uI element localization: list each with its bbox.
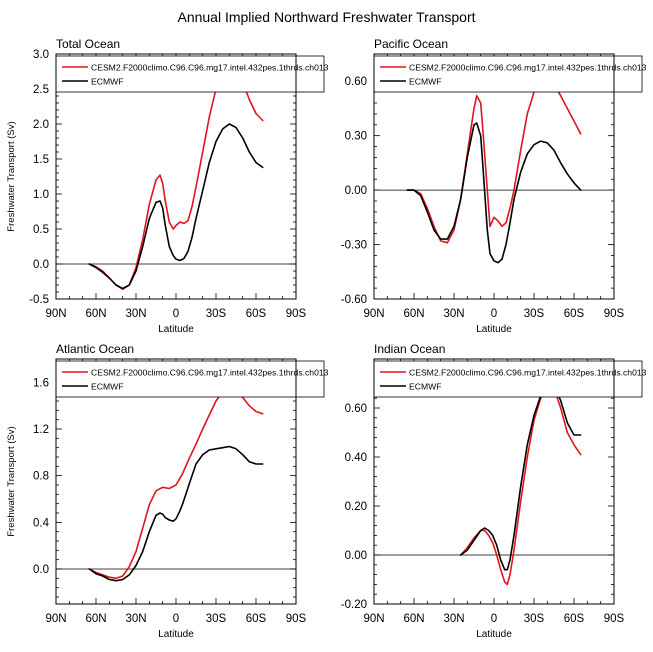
chart-panel-2: Pacific Ocean 90N 60N 30N 0 30S 60S 90S -0.60 -0.… [341, 37, 647, 335]
chart-panel-3: Atlantic Ocean 90N 60N 30N 0 30S 60S 90S 0.0 0.4 0… [6, 342, 329, 640]
legend-entry: ECMWF [91, 77, 123, 87]
x-tick-label: 60N [85, 613, 106, 625]
y-tick-label: 0.4 [33, 517, 50, 529]
legend-box [373, 55, 643, 93]
legend-box [373, 360, 643, 398]
plot-frame [373, 358, 615, 605]
x-tick-label: 90N [363, 308, 384, 320]
series-line-cesm2 [406, 80, 582, 244]
series-line-ecmwf [459, 382, 582, 571]
x-tick-label: 0 [173, 613, 179, 625]
series-line-cesm2 [88, 387, 264, 580]
y-tick-label: -0.60 [341, 294, 367, 306]
x-tick-label: 60S [246, 613, 267, 625]
legend-entry: CESM2.F2000climo.C96.C96.mg17.intel.432p… [409, 63, 647, 73]
series-line-cesm2 [88, 63, 264, 291]
x-tick-label: 90S [286, 613, 307, 625]
series-line-ecmwf [406, 122, 582, 264]
x-tick-label: 60N [403, 613, 424, 625]
x-tick-label: 60S [564, 613, 585, 625]
x-axis-label: Latitude [158, 629, 194, 640]
legend-entry: CESM2.F2000climo.C96.C96.mg17.intel.432p… [91, 368, 329, 378]
x-tick-label: 90N [45, 308, 66, 320]
panel-title: Atlantic Ocean [56, 342, 134, 356]
y-tick-label: 1.2 [33, 424, 49, 436]
y-tick-label: -0.5 [29, 294, 49, 306]
x-tick-label: 90S [604, 613, 625, 625]
x-tick-label: 30S [206, 613, 227, 625]
x-tick-label: 60S [564, 308, 585, 320]
x-tick-label: 30N [443, 613, 464, 625]
series-line-ecmwf [88, 445, 264, 582]
y-tick-label: -0.30 [341, 240, 367, 252]
x-tick-label: 30S [206, 308, 227, 320]
chart-panel-4: Indian Ocean 90N 60N 30N 0 30S 60S 90S -0.20 0.00… [341, 342, 647, 640]
x-tick-label: 0 [173, 308, 179, 320]
x-tick-label: 30N [125, 308, 146, 320]
figure-title: Annual Implied Northward Freshwater Tran… [177, 9, 475, 25]
legend-entry: ECMWF [409, 382, 441, 392]
x-tick-label: 30S [524, 308, 545, 320]
series-line-ecmwf [88, 123, 264, 290]
x-tick-label: 30N [443, 308, 464, 320]
y-tick-label: 0.60 [345, 76, 367, 88]
x-tick-label: 30S [524, 613, 545, 625]
x-tick-label: 60N [85, 308, 106, 320]
y-tick-label: 0.40 [345, 452, 367, 464]
x-tick-label: 90S [604, 308, 625, 320]
y-tick-label: 1.0 [33, 189, 49, 201]
legend-box [55, 55, 325, 93]
y-axis-label: Freshwater Transport (Sv) [6, 121, 17, 231]
y-tick-label: 2.0 [33, 119, 49, 131]
y-tick-label: 0.0 [33, 259, 49, 271]
y-tick-label: -0.20 [341, 599, 367, 611]
y-tick-label: 2.5 [33, 84, 49, 96]
plot-frame [55, 53, 297, 300]
panel-title: Total Ocean [56, 37, 120, 51]
plot-frame [55, 358, 297, 605]
y-tick-label: 0.60 [345, 403, 367, 415]
y-tick-label: 0.20 [345, 501, 367, 513]
x-tick-label: 60S [246, 308, 267, 320]
x-tick-label: 0 [491, 613, 497, 625]
y-tick-label: 0.8 [33, 471, 49, 483]
x-tick-label: 90S [286, 308, 307, 320]
panel-title: Indian Ocean [374, 342, 445, 356]
y-tick-label: 0.30 [345, 131, 367, 143]
x-tick-label: 60N [403, 308, 424, 320]
x-tick-label: 90N [45, 613, 66, 625]
y-tick-label: 0.00 [345, 550, 367, 562]
x-tick-label: 30N [125, 613, 146, 625]
legend-box [55, 360, 325, 398]
y-tick-label: 0.5 [33, 224, 49, 236]
y-tick-label: 0.0 [33, 564, 49, 576]
chart-panel-1: Total Ocean 90N 60N 30N 0 30S 60S 90S -0.5 0.0 0.5… [6, 37, 329, 335]
y-tick-label: 0.00 [345, 185, 367, 197]
y-tick-label: 1.6 [33, 377, 49, 389]
plot-frame [373, 53, 615, 300]
x-axis-label: Latitude [476, 629, 512, 640]
legend-entry: ECMWF [91, 382, 123, 392]
legend-entry: ECMWF [409, 77, 441, 87]
y-axis-label: Freshwater Transport (Sv) [6, 426, 17, 536]
y-tick-label: 1.5 [33, 154, 49, 166]
panel-title: Pacific Ocean [374, 37, 448, 51]
y-tick-label: 3.0 [33, 49, 49, 61]
legend-entry: CESM2.F2000climo.C96.C96.mg17.intel.432p… [91, 63, 329, 73]
x-axis-label: Latitude [158, 324, 194, 335]
x-tick-label: 90N [363, 613, 384, 625]
legend-entry: CESM2.F2000climo.C96.C96.mg17.intel.432p… [409, 368, 647, 378]
x-tick-label: 0 [491, 308, 497, 320]
x-axis-label: Latitude [476, 324, 512, 335]
